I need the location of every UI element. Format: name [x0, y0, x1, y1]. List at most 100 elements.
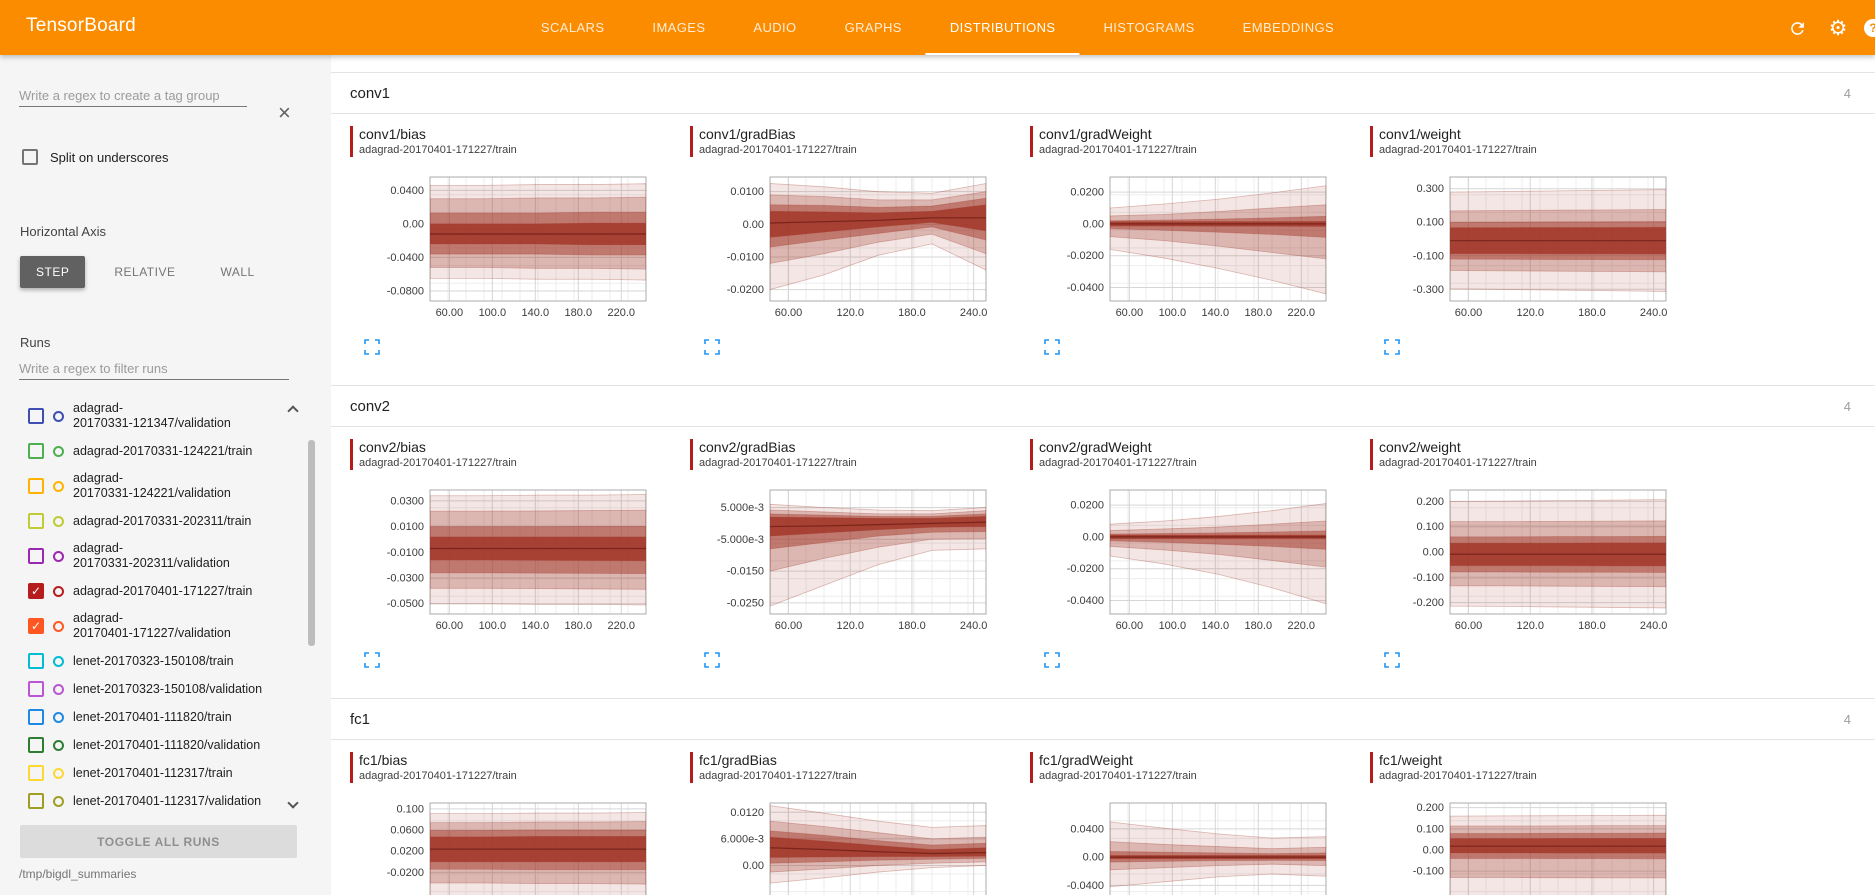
refresh-icon[interactable] — [1786, 17, 1808, 39]
run-row[interactable]: adagrad- 20170331-124221/validation — [28, 465, 331, 507]
settings-icon[interactable]: ⚙ — [1828, 16, 1848, 40]
tab-distributions[interactable]: DISTRIBUTIONS — [925, 0, 1080, 55]
toggle-all-runs-button[interactable]: TOGGLE ALL RUNS — [20, 825, 297, 858]
run-row[interactable]: adagrad- 20170331-202311/validation — [28, 535, 331, 577]
tab-scalars[interactable]: SCALARS — [540, 20, 605, 35]
tab-audio[interactable]: AUDIO — [753, 20, 797, 35]
sidebar: × Split on underscores Horizontal Axis S… — [0, 55, 331, 895]
split-underscores-checkbox[interactable] — [22, 149, 38, 165]
section-header[interactable]: conv2 4 — [331, 385, 1875, 427]
run-checkbox[interactable] — [28, 793, 44, 809]
svg-text:0.100: 0.100 — [1416, 823, 1444, 835]
run-row[interactable]: lenet-20170323-150108/train — [28, 647, 331, 675]
run-label: lenet-20170401-111820/validation — [73, 737, 261, 752]
tab-graphs[interactable]: GRAPHS — [844, 20, 902, 35]
run-row[interactable]: lenet-20170401-112317/train — [28, 759, 331, 787]
chart-card: fc1/bias adagrad-20170401-171227/train 0.1… — [350, 752, 690, 895]
run-row[interactable]: adagrad-20170331-124221/train — [28, 437, 331, 465]
svg-text:-0.0400: -0.0400 — [1067, 282, 1104, 294]
svg-text:-0.0300: -0.0300 — [387, 573, 424, 585]
run-checkbox[interactable] — [28, 443, 44, 459]
svg-text:180.0: 180.0 — [1578, 620, 1606, 632]
chart-title: fc1/bias — [359, 752, 408, 768]
tab-embeddings[interactable]: EMBEDDINGS — [1242, 20, 1335, 35]
split-underscores-row[interactable]: Split on underscores — [22, 149, 169, 165]
chart-title: conv1/gradWeight — [1039, 126, 1152, 142]
runs-scrollbar-thumb[interactable] — [308, 440, 315, 646]
axis-toggle: STEP RELATIVE WALL — [20, 256, 271, 288]
run-row[interactable]: adagrad-20170331-202311/train — [28, 507, 331, 535]
svg-text:60.00: 60.00 — [1116, 307, 1144, 319]
axis-button-wall[interactable]: WALL — [220, 265, 255, 279]
svg-text:240.0: 240.0 — [1640, 307, 1668, 319]
run-row[interactable]: lenet-20170323-150108/validation — [28, 675, 331, 703]
run-checkbox[interactable] — [28, 653, 44, 669]
expand-chart-icon[interactable] — [364, 652, 380, 668]
help-icon[interactable]: ? — [1862, 17, 1875, 39]
svg-text:140.0: 140.0 — [1202, 307, 1230, 319]
chart-title: conv1/weight — [1379, 126, 1461, 142]
chart-card-header: conv1/bias adagrad-20170401-171227/train — [350, 126, 690, 157]
svg-text:220.0: 220.0 — [1288, 620, 1316, 632]
section-header[interactable]: conv1 4 — [331, 72, 1875, 114]
run-checkbox[interactable]: ✓ — [28, 618, 44, 634]
run-label: adagrad- 20170401-171227/validation — [73, 611, 231, 640]
expand-chart-icon[interactable] — [704, 652, 720, 668]
svg-text:220.0: 220.0 — [1288, 307, 1316, 319]
expand-chart-icon[interactable] — [1044, 652, 1060, 668]
chart-run-name: adagrad-20170401-171227/train — [359, 144, 517, 156]
chart-title: conv1/gradBias — [699, 126, 796, 142]
section-title: fc1 — [350, 710, 371, 728]
run-row[interactable]: ✓ adagrad-20170401-171227/train — [28, 577, 331, 605]
svg-text:220.0: 220.0 — [608, 307, 636, 319]
svg-text:5.000e-3: 5.000e-3 — [721, 502, 764, 514]
run-row[interactable]: lenet-20170401-112317/validation — [28, 787, 331, 809]
expand-chart-icon[interactable] — [704, 339, 720, 355]
run-checkbox[interactable] — [28, 513, 44, 529]
run-checkbox[interactable] — [28, 765, 44, 781]
runs-filter-input[interactable] — [19, 358, 289, 380]
run-label: adagrad-20170331-124221/train — [73, 443, 253, 458]
tab-images[interactable]: IMAGES — [652, 20, 706, 35]
run-color-circle — [53, 480, 64, 492]
svg-text:0.0120: 0.0120 — [730, 807, 764, 819]
svg-text:180.0: 180.0 — [565, 620, 593, 632]
chart-run-name: adagrad-20170401-171227/train — [1379, 770, 1537, 782]
svg-text:-0.100: -0.100 — [1413, 250, 1444, 262]
horizontal-axis-label: Horizontal Axis — [20, 224, 106, 239]
run-checkbox[interactable]: ✓ — [28, 583, 44, 599]
expand-chart-icon[interactable] — [1384, 339, 1400, 355]
svg-text:-0.0200: -0.0200 — [387, 867, 424, 879]
expand-chart-icon[interactable] — [1384, 652, 1400, 668]
run-checkbox[interactable] — [28, 478, 44, 494]
expand-chart-icon[interactable] — [1044, 339, 1060, 355]
tag-regex-input[interactable] — [19, 85, 247, 107]
axis-button-relative[interactable]: RELATIVE — [114, 265, 176, 279]
svg-text:180.0: 180.0 — [1245, 307, 1273, 319]
run-row[interactable]: lenet-20170401-111820/train — [28, 703, 331, 731]
section-title: conv1 — [350, 84, 391, 102]
run-checkbox[interactable] — [28, 737, 44, 753]
run-row[interactable]: adagrad- 20170331-121347/validation — [28, 395, 331, 437]
expand-chart-icon[interactable] — [364, 339, 380, 355]
run-row[interactable]: lenet-20170401-111820/validation — [28, 731, 331, 759]
run-color-circle — [53, 620, 64, 632]
close-icon[interactable]: × — [278, 100, 291, 125]
section-count: 4 — [1843, 711, 1851, 727]
run-checkbox[interactable] — [28, 548, 44, 564]
distribution-chart: 0.0400 0.00 -0.0400 -0.0800 60.00 100.0 140.0 1… — [387, 176, 647, 319]
run-checkbox[interactable] — [28, 681, 44, 697]
svg-text:100.0: 100.0 — [1159, 620, 1187, 632]
run-row[interactable]: ✓ adagrad- 20170401-171227/validation — [28, 605, 331, 647]
charts-row: conv1/bias adagrad-20170401-171227/train 0… — [331, 126, 1875, 355]
run-checkbox[interactable] — [28, 709, 44, 725]
nav-tabs: SCALARS IMAGES AUDIO GRAPHS DISTRIBUTIONS HIS… — [517, 0, 1358, 55]
tab-histograms[interactable]: HISTOGRAMS — [1103, 20, 1195, 35]
chart-run-name: adagrad-20170401-171227/train — [1039, 770, 1197, 782]
section-count: 4 — [1843, 85, 1851, 101]
svg-text:0.0400: 0.0400 — [1070, 823, 1104, 835]
section-header[interactable]: fc1 4 — [331, 698, 1875, 740]
run-checkbox[interactable] — [28, 408, 44, 424]
axis-button-step[interactable]: STEP — [20, 256, 86, 288]
